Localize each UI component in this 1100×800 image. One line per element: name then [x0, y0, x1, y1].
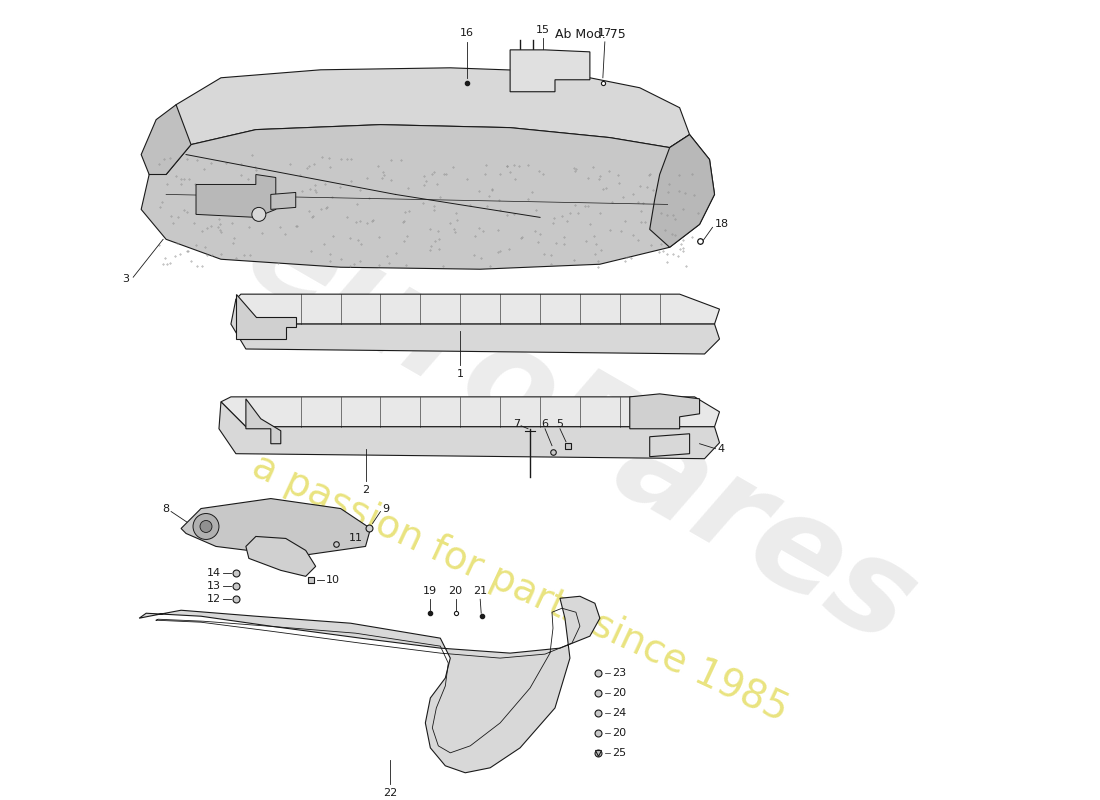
- Polygon shape: [235, 294, 296, 339]
- Text: 17: 17: [597, 28, 612, 38]
- Text: 3: 3: [122, 274, 129, 284]
- Text: 25: 25: [612, 748, 626, 758]
- Polygon shape: [196, 174, 276, 218]
- Text: 6: 6: [541, 418, 549, 429]
- Text: 18: 18: [715, 219, 728, 230]
- Text: 4: 4: [717, 444, 725, 454]
- Polygon shape: [141, 125, 715, 270]
- Text: 10: 10: [326, 575, 340, 586]
- Polygon shape: [246, 399, 280, 444]
- Text: 20: 20: [612, 688, 626, 698]
- Polygon shape: [231, 299, 719, 354]
- Polygon shape: [221, 397, 719, 426]
- Polygon shape: [141, 105, 191, 174]
- Text: a passion for parts since 1985: a passion for parts since 1985: [246, 447, 794, 730]
- Text: 7: 7: [513, 418, 520, 429]
- Polygon shape: [182, 498, 371, 556]
- Text: 20: 20: [612, 728, 626, 738]
- Polygon shape: [271, 193, 296, 210]
- Text: 12: 12: [207, 594, 221, 604]
- Text: 20: 20: [448, 586, 462, 596]
- Polygon shape: [650, 434, 690, 457]
- Polygon shape: [140, 596, 600, 773]
- Text: 9: 9: [383, 503, 389, 514]
- Text: 16: 16: [460, 28, 474, 38]
- Polygon shape: [630, 394, 700, 429]
- Polygon shape: [219, 402, 719, 458]
- Text: 21: 21: [473, 586, 487, 596]
- Polygon shape: [151, 68, 690, 174]
- Text: Ab Mod. 75: Ab Mod. 75: [554, 28, 625, 41]
- Text: 5: 5: [557, 418, 563, 429]
- Text: 1: 1: [456, 369, 464, 379]
- Text: 23: 23: [612, 668, 626, 678]
- Polygon shape: [246, 537, 316, 576]
- Text: 8: 8: [162, 503, 169, 514]
- Text: 24: 24: [612, 708, 626, 718]
- Polygon shape: [650, 134, 715, 247]
- Circle shape: [192, 514, 219, 539]
- Text: 19: 19: [424, 586, 438, 596]
- Circle shape: [252, 207, 266, 222]
- Text: 11: 11: [349, 534, 363, 543]
- Polygon shape: [235, 294, 719, 324]
- Text: 22: 22: [383, 788, 397, 798]
- Text: 13: 13: [207, 582, 221, 591]
- Text: 15: 15: [536, 25, 550, 35]
- Circle shape: [200, 521, 212, 533]
- Text: 2: 2: [362, 485, 370, 494]
- Text: euroPares: euroPares: [223, 186, 936, 671]
- Text: 14: 14: [207, 568, 221, 578]
- Polygon shape: [510, 50, 590, 92]
